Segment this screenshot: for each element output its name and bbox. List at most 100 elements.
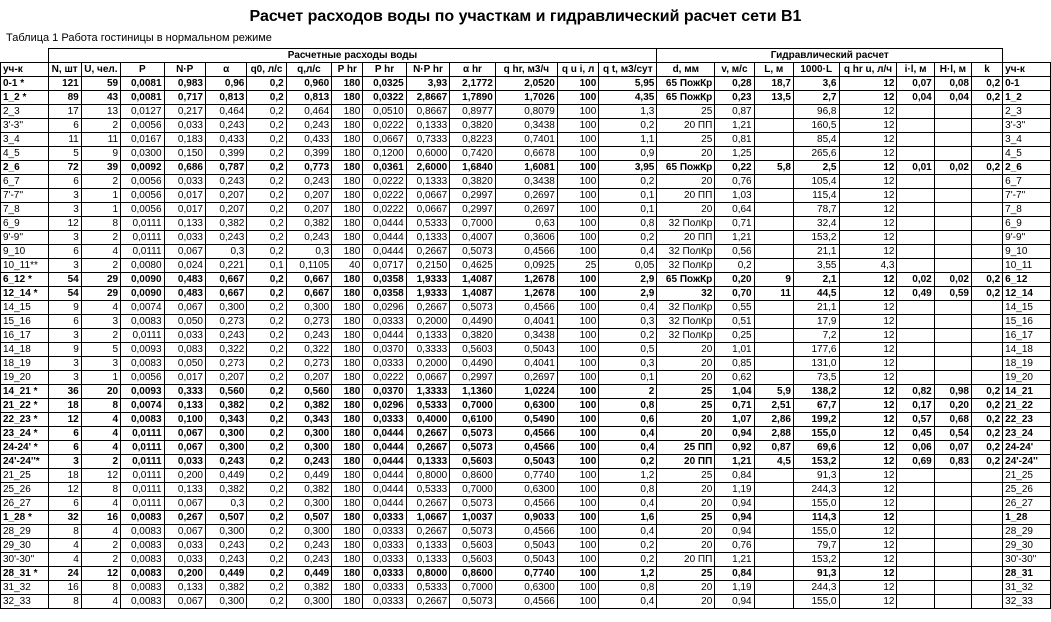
cell: 0,0333 [363,413,406,427]
cell: 0,033 [164,231,205,245]
cell: 24-24' * [1,441,49,455]
cell: 22_23 * [1,413,49,427]
cell: 12 [839,581,897,595]
cell: 0,02 [934,161,971,175]
cell: 160,5 [793,119,839,133]
cell: 0,449 [205,469,246,483]
cell: 12 [839,399,897,413]
cell: 24-24' [1003,441,1051,455]
cell: 12 [839,371,897,385]
cell: 0,2 [247,343,286,357]
cell [972,315,1003,329]
table-row: 14_18950,00930,0830,3220,20,3221800,0370… [1,343,1051,357]
cell: 0,017 [164,203,205,217]
cell: 0,273 [205,357,246,371]
cell: 100 [557,455,598,469]
cell: 0,0083 [121,511,164,525]
cell: 14_18 [1003,343,1051,357]
cell: 153,2 [793,231,839,245]
cell [897,483,934,497]
cell: 7_8 [1,203,49,217]
cell: 0,1 [247,259,286,273]
cell: 0,0081 [121,77,164,91]
cell: 0,2 [247,525,286,539]
cell: 2 [81,119,120,133]
cell: 0,3 [286,245,332,259]
cell: 0,3438 [495,175,557,189]
cell: 0,2 [972,399,1003,413]
cell: 0,0300 [121,147,164,161]
cell: 12 [839,245,897,259]
cell [972,497,1003,511]
cell: 2 [81,231,120,245]
cell: 8 [81,399,120,413]
cell: 0,05 [599,259,657,273]
cell: 79,7 [793,539,839,553]
cell [934,567,971,581]
cell: 0,0325 [363,77,406,91]
cell [754,525,793,539]
cell: 0,2 [599,539,657,553]
cell: 0,300 [205,441,246,455]
cell: 12 [839,147,897,161]
table-row: 12_14 *54290,00900,4830,6670,20,6671800,… [1,287,1051,301]
cell: 65 ПожКр [657,161,715,175]
cell: 8 [48,525,81,539]
cell: 180 [332,469,363,483]
cell: 24'-24''* [1,455,49,469]
cell: 131,0 [793,357,839,371]
cell: 100 [557,287,598,301]
cell [897,581,934,595]
cell: 20 [81,385,120,399]
table-row: 15_16630,00830,0500,2730,20,2731800,0333… [1,315,1051,329]
cell: 14_21 * [1,385,49,399]
cell: 0,2 [247,217,286,231]
cell: 0,7740 [495,567,557,581]
cell: 0,560 [286,385,332,399]
cell: 32_33 [1,595,49,609]
cell [897,469,934,483]
cell: 265,6 [793,147,839,161]
cell: 0,6678 [495,147,557,161]
cell: 0,2 [247,329,286,343]
cell: 2,88 [754,427,793,441]
cell: 0,0510 [363,105,406,119]
cell: 1,03 [715,189,754,203]
cell [972,105,1003,119]
cell: 0,382 [286,399,332,413]
cell: 153,2 [793,553,839,567]
cell: 5 [81,343,120,357]
cell: 0,4490 [450,315,496,329]
cell: 0,5043 [495,539,557,553]
cell: 0,0090 [121,273,164,287]
cell: 0,98 [934,385,971,399]
cell: 8 [81,483,120,497]
cell: 14_21 [1003,385,1051,399]
cell: 0,0093 [121,343,164,357]
cell: 9_10 [1003,245,1051,259]
cell: 0,2997 [450,203,496,217]
cell: 6 [48,119,81,133]
cell: 0,067 [164,595,205,609]
cell: 0,2667 [406,497,449,511]
cell: 0,2 [247,161,286,175]
table-row: 21_22 *1880,00740,1330,3820,20,3821800,0… [1,399,1051,413]
cell: 100 [557,91,598,105]
cell: 0,0083 [121,539,164,553]
cell: 180 [332,147,363,161]
cell: 12 [839,119,897,133]
cell: 0,0358 [363,287,406,301]
cell: 16 [81,511,120,525]
cell: 23_24 * [1,427,49,441]
cell: 0,207 [205,371,246,385]
cell: 9'-9'' [1003,231,1051,245]
cell: 0,4041 [495,315,557,329]
cell: 0,243 [286,119,332,133]
cell: 12 [839,497,897,511]
cell: 0,4 [599,245,657,259]
cell: 0,4 [599,427,657,441]
cell [972,245,1003,259]
cell: 20 [657,147,715,161]
cell: 17 [48,105,81,119]
cell: 12 [839,91,897,105]
